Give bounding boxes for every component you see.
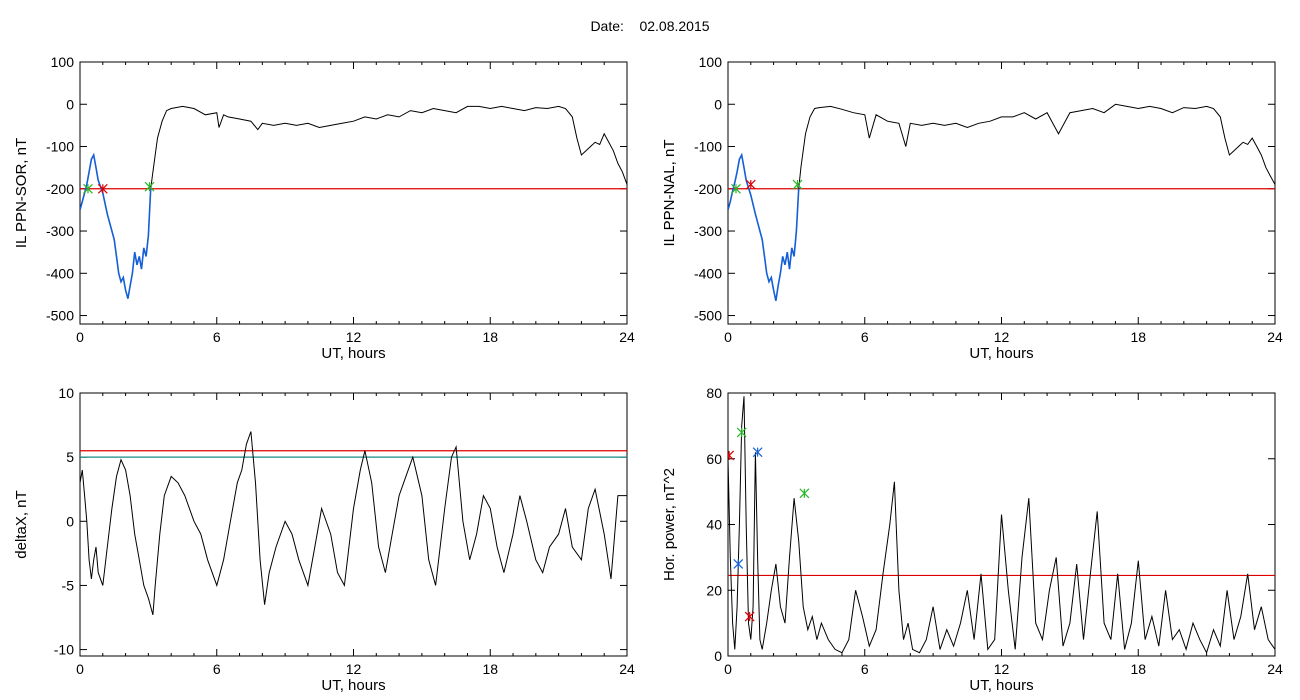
- y-tick-label: -400: [46, 265, 74, 281]
- chart-bottom-right: 0 6 12 18 24 0 20 40 60 80 UT, hours Hor. power, nT…: [661, 385, 1283, 694]
- y-tick-label: -400: [694, 265, 722, 281]
- y-tick-label: 80: [706, 385, 722, 401]
- x-axis-label: UT, hours: [969, 677, 1033, 694]
- x-tick-label: 18: [1130, 329, 1146, 345]
- y-tick-label: 0: [66, 96, 74, 112]
- x-tick-label: 0: [724, 661, 732, 677]
- event-marker: [144, 181, 155, 192]
- y-tick-label: -200: [46, 181, 74, 197]
- y-tick-label: 40: [706, 517, 722, 533]
- x-tick-label: 6: [213, 329, 221, 345]
- y-tick-label: 5: [66, 449, 74, 465]
- highlight-segment: [80, 152, 152, 299]
- y-tick-label: -300: [46, 223, 74, 239]
- event-marker: [733, 559, 744, 569]
- x-tick-label: 6: [861, 661, 869, 677]
- x-tick-label: 12: [346, 661, 362, 677]
- y-tick-label: 60: [706, 451, 722, 467]
- y-tick-label: 0: [66, 513, 74, 529]
- plot-frame: [727, 61, 1276, 325]
- x-tick-label: 0: [76, 661, 84, 677]
- chart-bottom-left: 0 6 12 18 24 -10 -5 0 5 10 UT, hours deltaX, nT: [13, 385, 635, 694]
- series-line: [80, 431, 627, 616]
- plot-frame: [727, 392, 1276, 657]
- x-tick-label: 12: [994, 329, 1010, 345]
- series-line: [728, 103, 1275, 301]
- data-layer: [80, 431, 627, 616]
- event-marker: [731, 183, 741, 194]
- plot-frame: [79, 392, 628, 657]
- y-axis-label: IL PPN-NAL, nT: [661, 140, 678, 247]
- y-tick-label: -10: [54, 642, 74, 658]
- highlight-segment: [728, 152, 800, 301]
- y-tick-label: -100: [46, 139, 74, 155]
- event-marker: [799, 488, 810, 499]
- y-tick-label: -100: [694, 139, 722, 155]
- data-layer: [728, 396, 1275, 655]
- y-axis-label: IL PPN-SOR, nT: [13, 138, 30, 248]
- event-marker: [736, 427, 747, 438]
- series-line: [728, 396, 1275, 655]
- event-marker: [728, 450, 735, 461]
- y-tick-label: -500: [694, 308, 722, 324]
- series-line: [80, 105, 627, 299]
- x-tick-label: 18: [482, 661, 498, 677]
- y-tick-label: 0: [714, 96, 722, 112]
- y-axis-label: Hor. power, nT^2: [661, 468, 678, 581]
- y-tick-label: -5: [62, 577, 75, 593]
- y-tick-label: 10: [58, 385, 74, 401]
- x-axis-label: UT, hours: [321, 677, 385, 694]
- page-header: Date: 02.08.2015: [0, 18, 1300, 34]
- x-tick-label: 12: [346, 329, 362, 345]
- y-tick-label: 100: [699, 54, 723, 70]
- x-axis-label: UT, hours: [969, 345, 1033, 362]
- x-tick-label: 24: [1267, 661, 1283, 677]
- x-tick-label: 12: [994, 661, 1010, 677]
- y-axis-label: deltaX, nT: [13, 490, 30, 558]
- x-tick-label: 0: [724, 329, 732, 345]
- event-marker: [745, 179, 756, 190]
- x-tick-label: 6: [861, 329, 869, 345]
- y-tick-label: -500: [46, 308, 74, 324]
- event-marker: [97, 183, 108, 194]
- y-tick-label: -300: [694, 223, 722, 239]
- chart-top-left: 0 6 12 18 24 -500 -400 -300 -200 -100 0 100 UT, hour…: [13, 54, 635, 362]
- x-tick-label: 18: [1130, 661, 1146, 677]
- data-layer: [728, 103, 1275, 301]
- event-marker: [752, 447, 763, 458]
- data-layer: [80, 105, 627, 299]
- x-tick-label: 0: [76, 329, 84, 345]
- chart-top-right: 0 6 12 18 24 -500 -400 -300 -200 -100 0 100 UT, hour…: [661, 54, 1283, 362]
- plot-frame: [79, 61, 628, 325]
- y-tick-label: -200: [694, 181, 722, 197]
- y-tick-label: 20: [706, 582, 722, 598]
- x-tick-label: 18: [482, 329, 498, 345]
- y-tick-label: 100: [51, 54, 75, 70]
- x-tick-label: 6: [213, 661, 221, 677]
- event-marker: [792, 179, 803, 190]
- y-tick-label: 0: [714, 648, 722, 664]
- x-tick-label: 24: [619, 329, 635, 345]
- date-label: Date:: [590, 18, 624, 34]
- x-tick-label: 24: [1267, 329, 1283, 345]
- x-axis-label: UT, hours: [321, 345, 385, 362]
- date-value: 02.08.2015: [639, 18, 710, 34]
- event-marker: [83, 183, 93, 194]
- event-marker: [744, 611, 755, 622]
- x-tick-label: 24: [619, 661, 635, 677]
